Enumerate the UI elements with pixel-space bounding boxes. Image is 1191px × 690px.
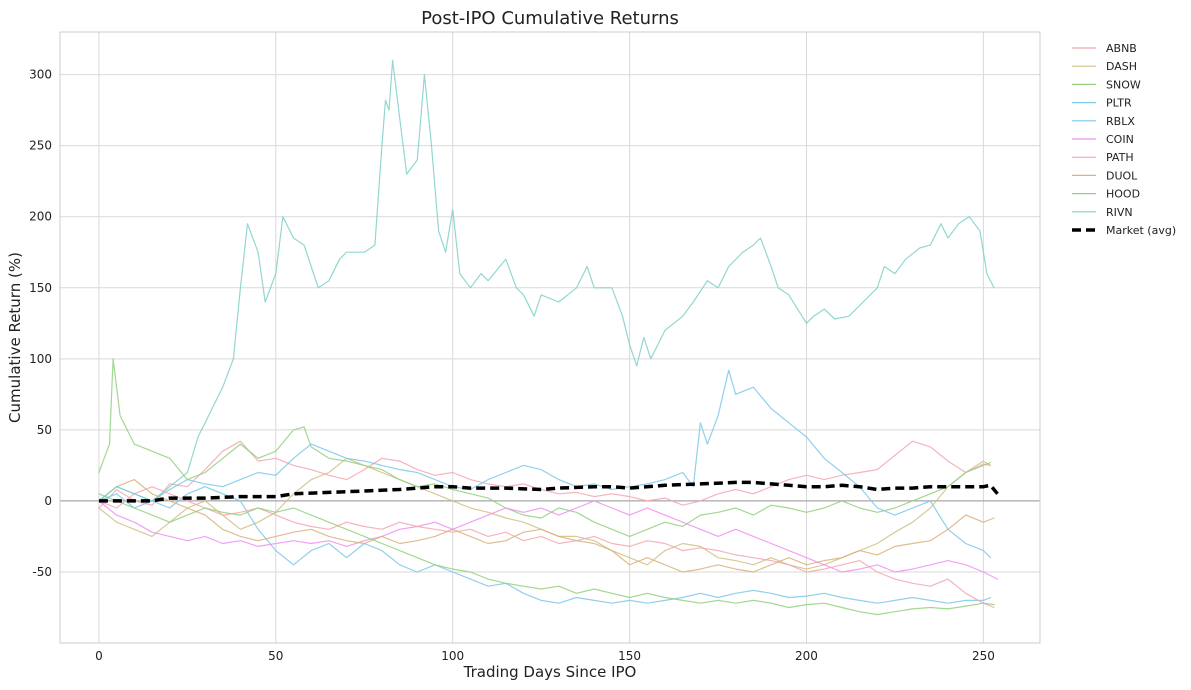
series-line-coin [98,500,999,580]
series-line-path [98,486,995,609]
y-tick-label: 50 [37,423,52,437]
x-tick-label: 50 [268,649,283,663]
x-axis-title: Trading Days Since IPO [463,663,637,681]
legend-label: PATH [1106,151,1134,164]
legend: ABNB DASH SNOW PLTR RBLX COIN PATH DUOL HOOD RIVN… [1072,42,1176,237]
x-tick-label: 200 [795,649,818,663]
x-tick-label: 250 [972,649,995,663]
grid [60,32,1040,643]
legend-label: RBLX [1106,115,1135,128]
series-line-duol [98,479,995,573]
y-tick-label: 300 [29,68,52,82]
x-ticks: 0 50 100 150 200 250 [95,649,995,663]
x-tick-label: 0 [95,649,103,663]
series-line-rblx [98,486,992,604]
y-tick-label: 250 [29,139,52,153]
y-tick-label: -50 [32,565,52,579]
y-tick-label: 200 [29,210,52,224]
series-line-hood [98,493,995,616]
legend-label: COIN [1106,133,1134,146]
legend-label: SNOW [1106,78,1141,91]
legend-label: RIVN [1106,206,1133,219]
legend-label: HOOD [1106,188,1140,201]
x-tick-label: 150 [618,649,641,663]
y-tick-label: 0 [44,494,52,508]
x-tick-label: 100 [441,649,464,663]
chart-title: Post-IPO Cumulative Returns [421,8,679,29]
series-line-market-avg [98,480,999,503]
legend-label: DASH [1106,60,1137,73]
y-ticks: -50 0 50 100 150 200 250 300 [29,68,52,579]
series-layer [98,59,999,616]
legend-label: Market (avg) [1106,224,1176,237]
plot-frame [59,31,1041,644]
legend-label: PLTR [1106,97,1132,110]
y-axis-title: Cumulative Return (%) [6,252,24,423]
y-tick-label: 100 [29,352,52,366]
series-line-snow [98,358,992,538]
legend-label: DUOL [1106,169,1138,182]
legend-label: ABNB [1106,42,1137,55]
y-tick-label: 150 [29,281,52,295]
series-line-rivn [98,59,995,502]
